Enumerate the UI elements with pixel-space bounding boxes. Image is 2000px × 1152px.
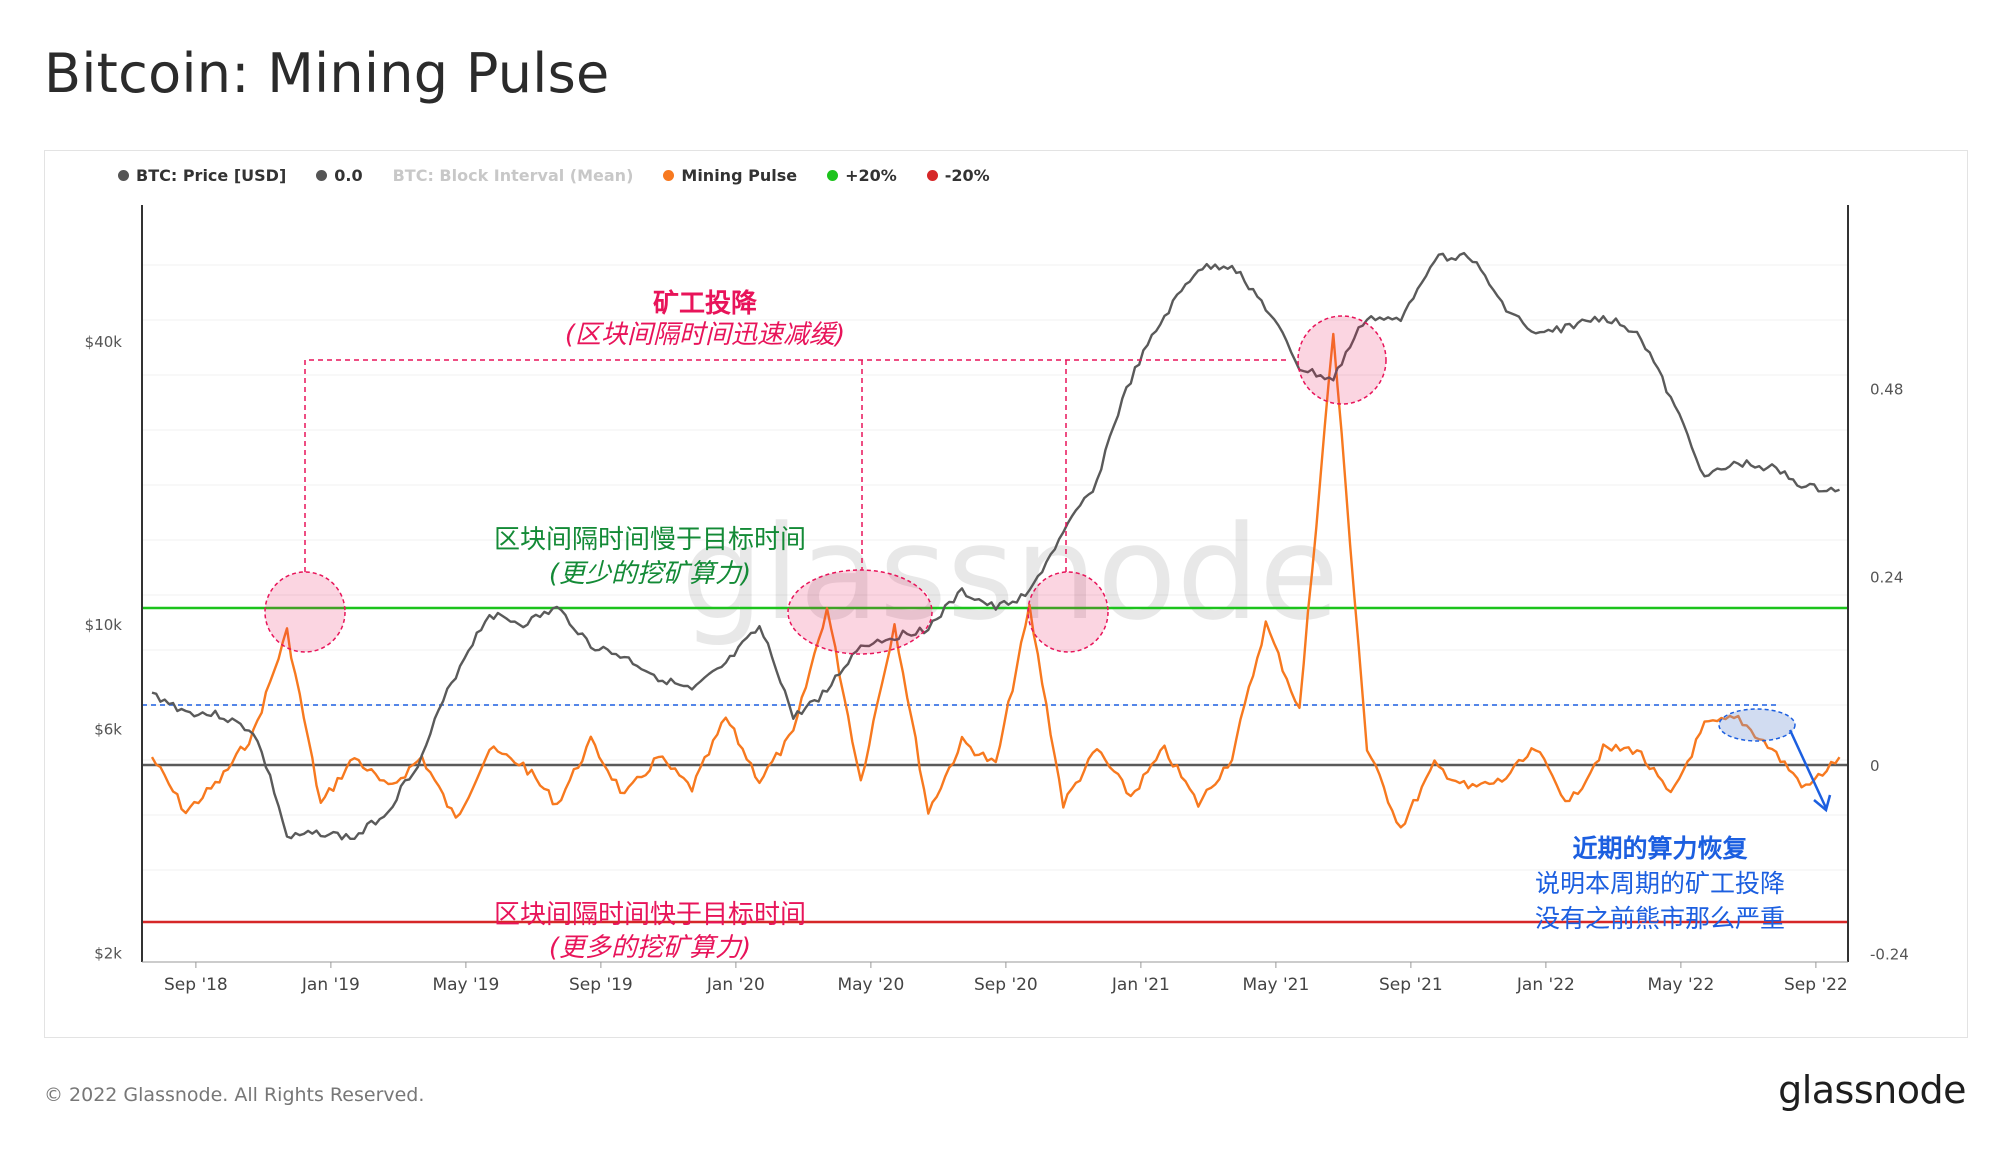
x-tick-label: Jan '22 xyxy=(1516,975,1575,995)
capitulation-circle xyxy=(1027,571,1109,653)
right-tick-label: 0.24 xyxy=(1870,569,1903,587)
annotation-labels: 矿工投降 (区块间隔时间迅速减缓) 区块间隔时间慢于目标时间 (更少的挖矿算力)… xyxy=(494,288,1785,963)
right-tick-label: 0 xyxy=(1870,757,1880,775)
recovery-arrow xyxy=(1788,729,1828,809)
legend-dot-zero xyxy=(316,170,328,181)
x-tick-label: May '21 xyxy=(1242,975,1309,995)
recovery-line-2: 没有之前熊市那么严重 xyxy=(1535,904,1785,933)
legend-dot-plus20 xyxy=(827,170,839,181)
legend-item-minus20[interactable]: -20% xyxy=(926,166,990,185)
x-tick-label: May '19 xyxy=(432,975,499,995)
x-tick-label: Jan '19 xyxy=(301,975,360,995)
legend-item-plus20[interactable]: +20% xyxy=(827,166,897,185)
legend-dot-price xyxy=(118,170,129,181)
x-tick-label: Sep '21 xyxy=(1379,975,1443,995)
recovery-arrowhead xyxy=(1813,794,1832,813)
x-tick-label: Sep '20 xyxy=(974,975,1038,995)
grid-lines xyxy=(142,264,1848,871)
left-tick-label: $40k xyxy=(85,333,123,351)
x-tick-label: Jan '20 xyxy=(706,975,765,995)
fast-interval-subtitle: (更多的挖矿算力) xyxy=(549,933,751,963)
capitulation-circle xyxy=(787,569,933,655)
left-tick-label: $2k xyxy=(94,945,122,963)
axes: Sep '18 Jan '19 May '19 Sep '19 Jan '20 May '… xyxy=(85,205,1909,995)
x-tick-label: Sep '18 xyxy=(164,975,228,995)
capitulation-circle xyxy=(264,571,346,653)
recovery-line-1: 说明本周期的矿工投降 xyxy=(1535,869,1785,898)
page-title: Bitcoin: Mining Pulse xyxy=(44,42,610,105)
capitulation-title: 矿工投降 xyxy=(653,288,758,319)
capitulation-subtitle: (区块间隔时间迅速减缓) xyxy=(565,320,845,350)
recovery-ellipse xyxy=(1718,708,1796,742)
slow-interval-subtitle: (更少的挖矿算力) xyxy=(549,559,751,589)
watermark: glassnode xyxy=(681,497,1339,649)
glassnode-logo: glassnode xyxy=(1778,1068,1966,1112)
recovery-title: 近期的算力恢复 xyxy=(1572,834,1748,863)
mining-pulse-series xyxy=(150,332,1841,829)
legend-dot-minus20 xyxy=(926,170,938,181)
x-tick-label: May '22 xyxy=(1647,975,1714,995)
right-tick-label: -0.24 xyxy=(1870,945,1909,963)
legend-item-price[interactable]: BTC: Price [USD] xyxy=(118,166,286,185)
capitulation-connector xyxy=(304,359,1290,572)
legend-dot-mining-pulse xyxy=(663,170,675,181)
legend-item-block-interval[interactable]: BTC: Block Interval (Mean) xyxy=(393,166,634,185)
chart-frame xyxy=(44,150,1968,1038)
chart-legend: BTC: Price [USD] 0.0 BTC: Block Interval… xyxy=(118,166,990,185)
legend-item-zero[interactable]: 0.0 xyxy=(316,166,363,185)
footer-copyright: © 2022 Glassnode. All Rights Reserved. xyxy=(44,1084,425,1106)
x-tick-label: May '20 xyxy=(837,975,904,995)
legend-label-price: BTC: Price [USD] xyxy=(136,166,287,185)
x-tick-label: Sep '19 xyxy=(569,975,633,995)
price-series xyxy=(151,251,1840,841)
left-tick-label: $10k xyxy=(85,616,123,634)
x-tick-label: Jan '21 xyxy=(1111,975,1170,995)
x-tick-label: Sep '22 xyxy=(1784,975,1848,995)
left-tick-label: $6k xyxy=(94,720,122,738)
mining-pulse-line xyxy=(150,332,1841,829)
legend-label-block-interval: BTC: Block Interval (Mean) xyxy=(392,166,634,185)
legend-item-mining-pulse[interactable]: Mining Pulse xyxy=(663,166,797,185)
annotations xyxy=(264,315,1832,813)
slow-interval-title: 区块间隔时间慢于目标时间 xyxy=(494,525,806,555)
right-tick-label: 0.48 xyxy=(1870,380,1903,398)
legend-label-mining-pulse: Mining Pulse xyxy=(681,166,798,185)
legend-label-plus20: +20% xyxy=(845,166,897,185)
capitulation-circle xyxy=(1297,315,1387,405)
btc-price-line xyxy=(151,251,1840,841)
fast-interval-title: 区块间隔时间快于目标时间 xyxy=(494,900,806,930)
legend-label-zero: 0.0 xyxy=(334,166,363,185)
legend-label-minus20: -20% xyxy=(944,166,990,185)
